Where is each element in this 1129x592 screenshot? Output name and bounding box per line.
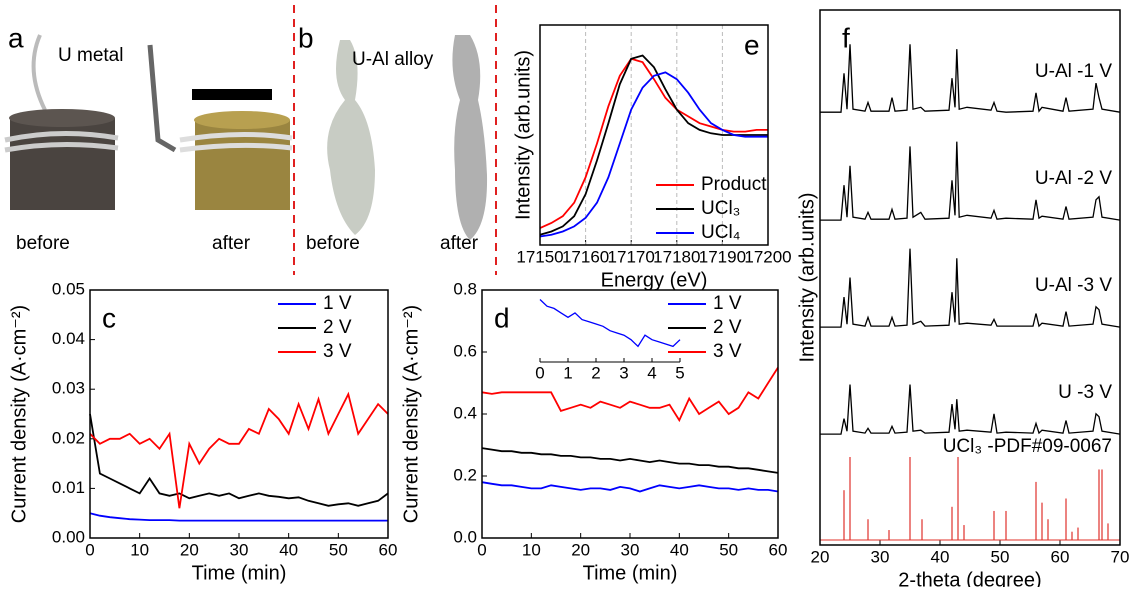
x-tick-label: 30 (621, 540, 640, 559)
legend-label: 3 V (713, 341, 742, 362)
x-tick-label: 20 (180, 540, 199, 559)
y-axis-label: Intensity (arb.units) (796, 192, 818, 362)
x-tick-label: 17170 (608, 247, 655, 266)
reference-label: UCl₃ -PDF#09-0067 (943, 436, 1112, 457)
x-tick-label: 5 (675, 363, 684, 382)
x-axis-label: Time (min) (192, 562, 287, 584)
data-line (89, 391, 389, 509)
plot-frame (539, 24, 769, 246)
legend-label: UCl₄ (701, 222, 741, 243)
y-axis-label: Current density (A·cm⁻²) (8, 305, 30, 523)
legend-label: 2 V (323, 317, 352, 338)
x-tick-label: 17190 (699, 247, 746, 266)
data-line (539, 54, 768, 236)
x-tick-label: 20 (571, 540, 590, 559)
panel-label: e (744, 29, 760, 60)
x-tick-label: 30 (871, 547, 890, 566)
legend-label: 3 V (323, 341, 352, 362)
panel-label: f (842, 22, 850, 53)
x-tick-label: 30 (230, 540, 249, 559)
series-label: U -3 V (1058, 382, 1112, 403)
x-tick-label: 50 (329, 540, 348, 559)
x-tick-label: 4 (647, 363, 656, 382)
y-tick-label: 0.00 (52, 527, 85, 546)
x-tick-label: 50 (991, 547, 1010, 566)
x-tick-label: 0 (535, 363, 544, 382)
x-tick-label: 17200 (744, 247, 791, 266)
y-tick-label: 0.02 (52, 428, 85, 447)
y-tick-label: 0.04 (52, 329, 85, 348)
plot-frame (481, 289, 779, 539)
data-line (481, 481, 779, 493)
x-tick-label: 0 (85, 540, 94, 559)
x-tick-label: 50 (719, 540, 738, 559)
x-axis-label: Energy (eV) (601, 269, 708, 291)
plot-frame (819, 9, 1121, 546)
x-tick-label: 40 (279, 540, 298, 559)
x-tick-label: 60 (769, 540, 788, 559)
x-tick-label: 10 (130, 540, 149, 559)
x-axis-label: Time (min) (583, 562, 678, 584)
photo-caption: before (306, 233, 360, 254)
x-tick-label: 20 (811, 547, 830, 566)
data-line (820, 248, 1121, 328)
x-tick-label: 3 (619, 363, 628, 382)
data-line (539, 71, 768, 238)
photo-caption: U metal (58, 45, 123, 66)
panel-label: d (494, 302, 510, 333)
legend-label: Product (701, 174, 767, 195)
x-tick-label: 60 (379, 540, 398, 559)
y-tick-label: 0.0 (453, 527, 477, 546)
photo-caption: before (16, 233, 70, 254)
y-tick-label: 0.05 (52, 279, 85, 298)
y-tick-label: 0.03 (52, 379, 85, 398)
x-axis-label: 2-theta (degree) (898, 569, 1041, 587)
legend-label: 1 V (713, 293, 742, 314)
data-line (481, 367, 779, 423)
data-line (89, 512, 388, 522)
y-axis-label: Current density (A·cm⁻²) (400, 305, 422, 523)
y-tick-label: 0.01 (52, 478, 85, 497)
photo-caption: after (440, 233, 479, 254)
y-axis-label: Intensity (arb.units) (512, 50, 534, 220)
data-line (820, 384, 1121, 435)
data-line (539, 57, 768, 229)
legend-label: 1 V (323, 293, 352, 314)
y-tick-label: 0.8 (453, 279, 477, 298)
x-tick-label: 70 (1111, 547, 1129, 566)
data-line (820, 141, 1121, 221)
photo-b (327, 35, 488, 240)
x-tick-label: 40 (931, 547, 950, 566)
panel-label: a (8, 22, 24, 53)
panel-label: c (102, 302, 116, 333)
legend-label: 2 V (713, 317, 742, 338)
x-tick-label: 40 (670, 540, 689, 559)
x-tick-label: 17160 (562, 247, 609, 266)
plot-frame (89, 289, 389, 539)
y-tick-label: 0.2 (453, 465, 477, 484)
series-label: U-Al -1 V (1035, 61, 1112, 82)
legend-label: UCl₃ (701, 198, 740, 219)
series-label: U-Al -2 V (1035, 168, 1112, 189)
x-tick-label: 2 (591, 363, 600, 382)
inset-line (539, 299, 681, 348)
photo-a (4, 34, 293, 210)
y-tick-label: 0.4 (453, 403, 477, 422)
y-tick-label: 0.6 (453, 341, 477, 360)
data-line (481, 447, 779, 474)
x-tick-label: 17180 (653, 247, 700, 266)
x-tick-label: 60 (1051, 547, 1070, 566)
photo-caption: U-Al alloy (352, 49, 434, 70)
data-line (820, 44, 1121, 113)
x-tick-label: 10 (522, 540, 541, 559)
x-tick-label: 17150 (516, 247, 563, 266)
data-line (89, 413, 389, 507)
x-tick-label: 0 (477, 540, 486, 559)
photo-caption: after (212, 233, 251, 254)
x-tick-label: 1 (563, 363, 572, 382)
panel-label: b (298, 22, 314, 53)
series-label: U-Al -3 V (1035, 275, 1112, 296)
